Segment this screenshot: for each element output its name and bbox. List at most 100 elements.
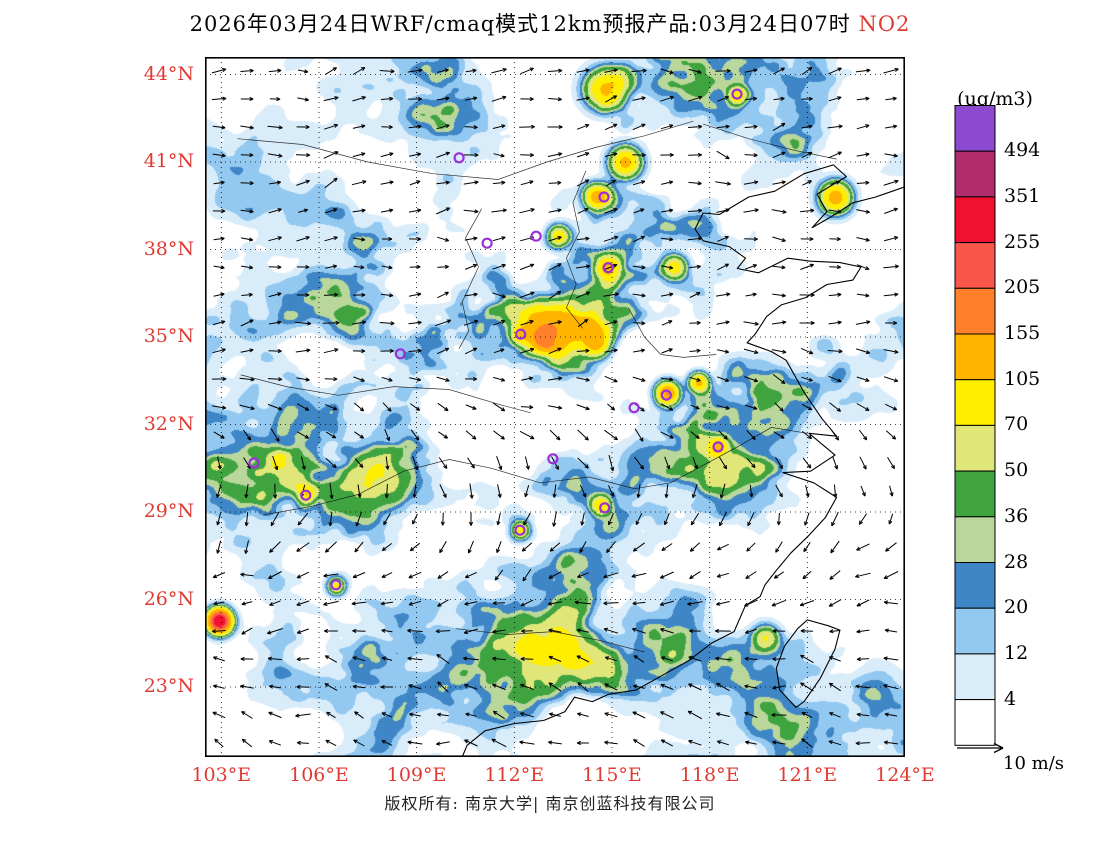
wind-vector [687, 601, 703, 606]
wind-vector [744, 68, 758, 73]
city-marker [598, 191, 610, 203]
wind-vector [549, 429, 561, 441]
wind-vector [267, 377, 283, 382]
wind-vector [352, 656, 366, 662]
wind-vector [688, 656, 702, 662]
coastline [775, 619, 841, 708]
wind-vector [661, 348, 673, 354]
wind-vector [436, 180, 450, 185]
wind-vector [213, 180, 225, 185]
wind-vector [805, 484, 810, 498]
wind-vector [689, 264, 701, 269]
wind-vector [214, 738, 224, 748]
wind-vector [268, 740, 282, 746]
wind-vector [328, 511, 333, 527]
wind-vector [800, 263, 815, 270]
wind-vector [240, 125, 254, 130]
lon-tick-label: 124°E [875, 764, 935, 786]
wind-vector [297, 69, 309, 74]
wind-vector [745, 292, 757, 297]
wind-vector [660, 431, 674, 439]
lat-tick-label: 32°N [143, 412, 194, 435]
wind-vector [716, 404, 730, 410]
wind-vector [607, 403, 616, 411]
wind-vector [519, 712, 534, 718]
wind-vector [883, 600, 898, 605]
wind-vector [884, 628, 898, 633]
wind-vector [492, 601, 506, 606]
wind-vector [856, 96, 870, 101]
wind-vector [409, 236, 422, 242]
wind-vector [772, 685, 786, 690]
wind-vector [744, 656, 758, 661]
city-marker [712, 441, 724, 453]
wind-vector [240, 684, 254, 689]
wind-vector [577, 208, 589, 214]
wind-vector [269, 684, 281, 689]
wind-vector [548, 628, 562, 633]
wind-vector [352, 292, 366, 298]
wind-vector [435, 319, 452, 327]
wind-vector [802, 180, 812, 186]
city-marker [394, 348, 406, 360]
wind-vector [801, 124, 813, 129]
wind-vector [744, 236, 758, 242]
wind-vector [716, 740, 729, 746]
wind-vector [856, 712, 870, 717]
wind-vector [547, 376, 563, 381]
wind-vector [492, 292, 506, 299]
wind-vector [296, 684, 310, 690]
wind-vector [357, 484, 362, 498]
wind-vector [719, 483, 726, 499]
wind-vector [688, 152, 703, 158]
wind-vector [660, 711, 674, 719]
wind-vector [856, 264, 870, 270]
wind-vector [324, 683, 338, 691]
wind-vector [240, 319, 254, 327]
wind-vector [772, 657, 786, 662]
wind-vector [804, 512, 810, 526]
wind-vector [241, 601, 253, 606]
wind-vector [747, 512, 755, 527]
wind-vector [801, 738, 813, 748]
wind-vector [380, 601, 394, 606]
wind-vector [772, 265, 786, 270]
wind-vector [381, 572, 393, 578]
wind-vector [634, 428, 644, 442]
wind-vector [272, 455, 279, 471]
province-boundary [458, 208, 483, 349]
colorbar-cell [954, 562, 996, 609]
wind-vector [889, 485, 894, 497]
wind-vector [883, 684, 899, 690]
wind-vector [631, 572, 647, 578]
wind-vector [351, 180, 367, 186]
colorbar-cell [954, 607, 996, 655]
wind-vector [244, 540, 249, 554]
wind-vector [492, 683, 506, 691]
wind-vector [577, 457, 589, 469]
wind-vector [464, 683, 478, 690]
wind-vector [408, 600, 422, 606]
wind-vector [801, 66, 813, 76]
wind-vector [717, 376, 730, 382]
wind-vector [885, 320, 898, 326]
wind-vector [603, 572, 619, 579]
wind-vector [828, 599, 842, 607]
wind-vector [744, 153, 758, 158]
wind-vector [267, 125, 283, 130]
wind-vector [436, 124, 450, 130]
wind-vector [380, 152, 394, 158]
wind-vector [746, 457, 756, 469]
wind-vector [352, 96, 366, 102]
wind-vector [520, 153, 535, 158]
wind-vector [799, 600, 815, 607]
wind-vector [407, 628, 423, 633]
wind-vector [520, 180, 534, 186]
wind-vector [436, 712, 449, 717]
wind-vector [828, 151, 842, 159]
province-boundary [565, 170, 587, 329]
wind-vector [520, 320, 534, 326]
wind-vector [688, 683, 702, 691]
wind-vector [799, 292, 815, 298]
wind-vector [521, 629, 533, 634]
